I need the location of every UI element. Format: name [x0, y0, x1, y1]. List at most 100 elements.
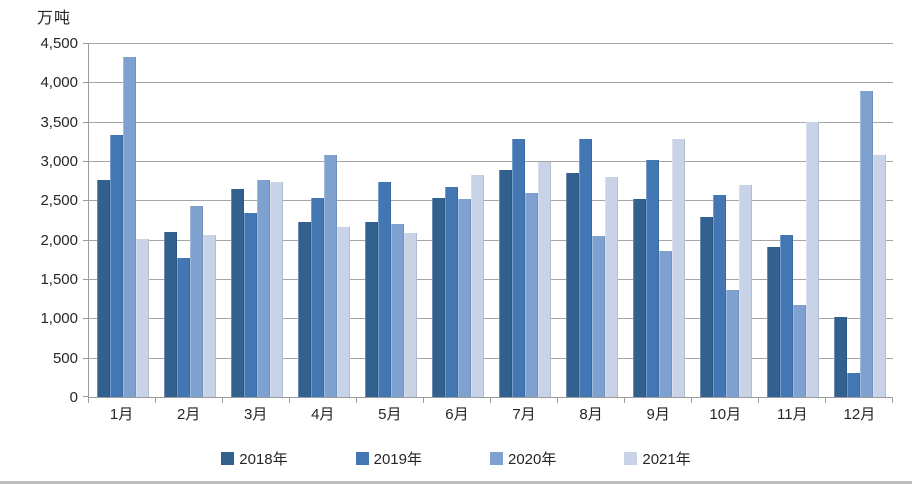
gridline	[89, 161, 893, 162]
x-axis-tick	[892, 398, 893, 403]
bar-group-1月	[89, 44, 156, 397]
bar-2019年-5月	[377, 182, 391, 397]
bar-2018年-3月	[230, 189, 244, 397]
y-axis-tick-label: 500	[52, 349, 78, 367]
bar-2019年-10月	[712, 195, 726, 397]
y-axis-tick-label: 3,000	[40, 153, 78, 170]
y-axis-tick-label: 1,500	[40, 271, 78, 288]
legend-label: 2019年	[373, 451, 422, 468]
bar-2019年-4月	[310, 197, 324, 397]
bar-2019年-3月	[243, 213, 257, 397]
x-axis-tick	[423, 398, 424, 403]
bar-2020年-10月	[725, 290, 739, 397]
bar-2018年-8月	[565, 172, 579, 397]
legend-swatch-icon	[355, 452, 369, 465]
bar-2021年-5月	[403, 233, 417, 397]
x-axis-tick	[623, 398, 625, 403]
x-axis-label-6月: 6月	[445, 406, 469, 423]
bar-2018年-11月	[766, 247, 780, 397]
bar-2021年-6月	[470, 175, 484, 397]
bar-2021年-10月	[738, 185, 752, 397]
bar-2019年-12月	[846, 373, 860, 397]
bar-2018年-5月	[364, 222, 378, 397]
x-axis-label-1月: 1月	[109, 406, 134, 423]
y-axis-tick	[83, 200, 89, 202]
y-axis-tick-label: 4,000	[40, 74, 78, 92]
bar-2020年-3月	[256, 179, 270, 397]
bar-2019年-6月	[444, 186, 458, 397]
bar-2019年-9月	[645, 160, 659, 397]
bar-2021年-12月	[872, 155, 886, 397]
legend-item-2021年: 2021年	[624, 448, 691, 469]
x-axis-label-12月: 12月	[843, 406, 876, 423]
x-axis-tick	[490, 398, 491, 403]
x-axis-label-10月: 10月	[709, 406, 742, 423]
bar-2018年-9月	[632, 199, 646, 397]
bar-2018年-1月	[96, 179, 110, 397]
x-axis-label-4月: 4月	[311, 406, 335, 423]
bar-2020年-7月	[524, 193, 538, 397]
gridline	[89, 43, 893, 44]
legend-label: 2018年	[239, 451, 288, 468]
bar-group-2月	[156, 44, 223, 397]
bar-group-8月	[558, 44, 625, 397]
gridline	[89, 82, 893, 84]
legend-label: 2021年	[642, 451, 691, 468]
plot-area	[83, 43, 893, 403]
y-axis-tick	[83, 43, 89, 44]
bar-2018年-10月	[699, 216, 713, 397]
legend: 2018年 2019年 2020年 2021年	[0, 448, 912, 469]
legend-swatch-icon	[624, 452, 638, 465]
y-axis-tick	[83, 121, 89, 123]
bar-2019年-2月	[176, 258, 190, 397]
bar-2018年-12月	[833, 317, 847, 397]
y-axis-tick	[83, 239, 89, 241]
x-axis-tick	[556, 398, 558, 403]
bar-2020年-1月	[122, 57, 136, 397]
gridline	[89, 318, 893, 320]
bar-group-11月	[759, 44, 826, 397]
bar-2020年-12月	[859, 91, 873, 397]
bar-groups	[89, 44, 893, 397]
x-axis-tick	[758, 398, 759, 403]
bar-group-7月	[491, 44, 558, 397]
gridline	[89, 239, 893, 241]
y-axis-tick	[83, 396, 89, 397]
legend-swatch-icon	[490, 452, 503, 465]
x-axis-label-2月: 2月	[176, 406, 201, 423]
x-axis-label-3月: 3月	[244, 406, 268, 423]
x-axis-label-5月: 5月	[378, 406, 402, 423]
y-axis-tick-label: 3,500	[40, 113, 78, 131]
bar-2020年-11月	[792, 305, 806, 397]
x-axis-tick	[289, 398, 290, 403]
y-axis-tick	[83, 279, 89, 280]
bar-2020年-8月	[591, 236, 605, 397]
bar-group-3月	[223, 44, 290, 397]
bottom-divider	[0, 481, 912, 484]
y-axis-tick-label: 4,500	[40, 35, 78, 52]
legend-item-2019年: 2019年	[355, 448, 422, 469]
bar-2020年-5月	[390, 223, 404, 397]
x-axis-tick	[691, 398, 692, 403]
bar-2020年-2月	[189, 205, 203, 397]
bar-group-5月	[357, 44, 424, 397]
y-axis-tick	[83, 357, 89, 359]
bar-2019年-1月	[109, 135, 123, 397]
bar-2018年-2月	[163, 232, 177, 397]
bar-group-10月	[692, 44, 759, 397]
y-axis-tick-label: 1,000	[40, 310, 78, 328]
bar-group-4月	[290, 44, 357, 397]
x-axis-label-11月: 11月	[777, 406, 808, 423]
bar-2019年-7月	[511, 138, 525, 397]
bar-2021年-8月	[604, 176, 618, 397]
gridline	[89, 357, 893, 359]
y-axis-tick-label: 0	[69, 389, 78, 406]
y-axis-tick	[83, 318, 89, 320]
bar-2021年-11月	[805, 122, 819, 397]
legend-item-2020年: 2020年	[490, 448, 556, 469]
bar-group-9月	[625, 44, 692, 397]
bar-2021年-3月	[269, 182, 283, 397]
bar-2018年-6月	[431, 197, 445, 397]
bar-2021年-7月	[537, 161, 551, 397]
